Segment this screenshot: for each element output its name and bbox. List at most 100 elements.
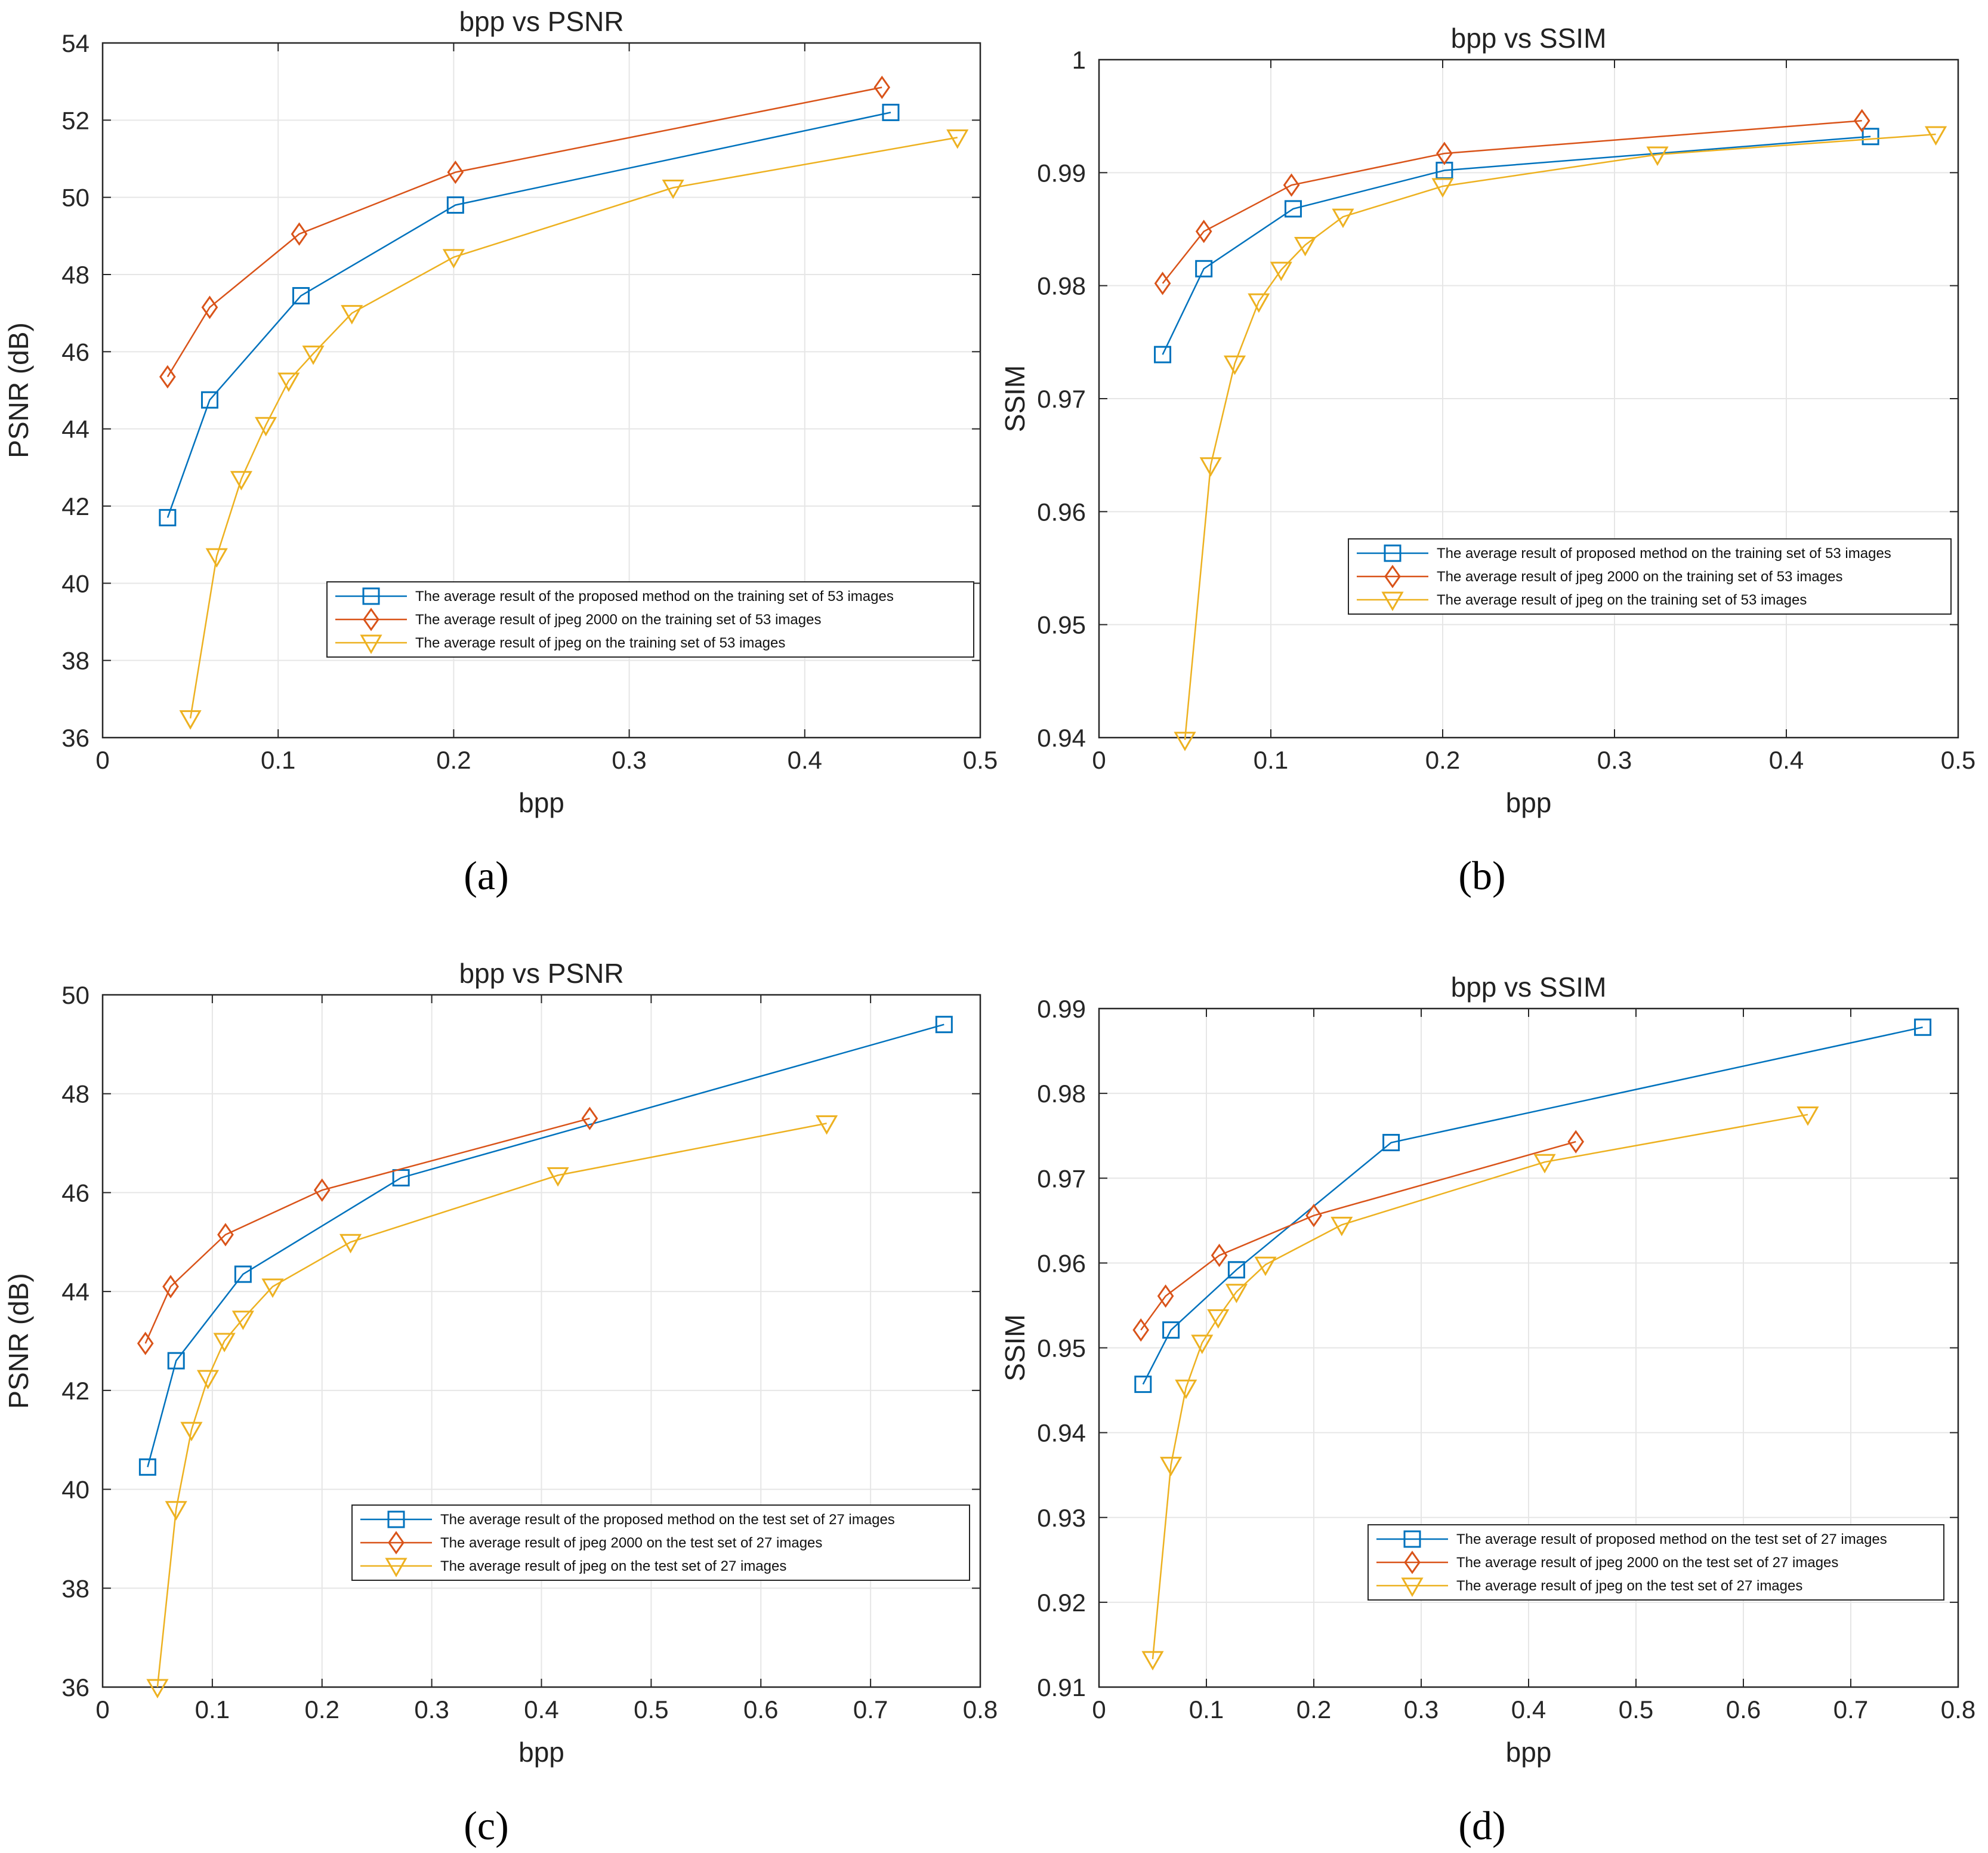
axes-box	[101, 42, 981, 739]
data-point	[815, 1115, 838, 1135]
y-tick-label: 52	[61, 106, 89, 134]
legend-swatch-marker	[1401, 1577, 1424, 1598]
y-tick-label: 38	[61, 1574, 89, 1602]
x-tick-label: 0.5	[634, 1695, 668, 1723]
series-proposed	[138, 1016, 953, 1476]
data-point	[213, 1333, 236, 1353]
series-line	[1184, 133, 1936, 740]
y-tick-label: 48	[61, 1080, 89, 1108]
data-point	[1914, 1018, 1932, 1036]
legend: The average result of proposed method on…	[1348, 538, 1952, 615]
y-tick-label: 46	[61, 338, 89, 366]
y-tick-label: 40	[61, 569, 89, 597]
legend-item: The average result of jpeg 2000 on the t…	[1357, 565, 1842, 588]
series-jpeg	[1141, 1106, 1819, 1671]
data-point	[138, 1458, 156, 1476]
x-tick-label: 0.3	[414, 1695, 449, 1723]
series-jpeg	[179, 129, 969, 730]
data-point	[1254, 1256, 1277, 1277]
series-jpeg2000	[1154, 109, 1870, 295]
series-line	[147, 1023, 944, 1467]
data-point	[1305, 1204, 1322, 1228]
data-point	[1211, 1243, 1228, 1268]
series-jpeg2000	[1132, 1130, 1585, 1342]
legend-label: The average result of proposed method on…	[1456, 1531, 1887, 1547]
legend: The average result of the proposed metho…	[351, 1504, 970, 1581]
series-proposed	[159, 103, 900, 526]
data-point	[1248, 293, 1270, 313]
data-point	[1175, 1379, 1197, 1399]
x-tick-label: 0.4	[1511, 1695, 1546, 1723]
x-tick-label: 0.4	[788, 746, 822, 774]
series-jpeg	[1174, 126, 1947, 751]
data-point	[581, 1106, 598, 1130]
legend-item: The average result of proposed method on…	[1357, 544, 1891, 562]
x-tick-label: 0.1	[195, 1695, 230, 1723]
data-point	[159, 365, 176, 389]
data-point	[1382, 1134, 1400, 1152]
data-point	[1284, 200, 1302, 218]
legend-label: The average result of jpeg on the traini…	[415, 635, 785, 651]
data-point	[392, 1169, 410, 1187]
axes-box	[101, 994, 981, 1688]
legend-swatch-marker	[1384, 565, 1401, 588]
x-axis-label: bpp	[518, 1737, 564, 1768]
series-line	[1162, 119, 1862, 284]
data-point	[1154, 272, 1171, 295]
series-line	[156, 1123, 827, 1688]
data-point	[230, 471, 253, 491]
data-point	[291, 222, 308, 246]
y-tick-label: 0.91	[1037, 1673, 1086, 1701]
data-point	[1436, 141, 1453, 165]
x-tick-label: 0.5	[1619, 1695, 1653, 1723]
data-point	[1924, 126, 1947, 146]
legend: The average result of proposed method on…	[1367, 1524, 1944, 1601]
legend-item: The average result of jpeg on the test s…	[360, 1558, 786, 1578]
data-point	[165, 1501, 187, 1521]
panel-caption: (a)	[464, 853, 508, 898]
y-axis-label: PSNR (dB)	[3, 1273, 34, 1408]
y-tick-label: 0.94	[1037, 724, 1086, 752]
data-point	[341, 305, 363, 325]
legend-swatch-marker	[363, 608, 379, 631]
data-point	[1853, 109, 1870, 132]
data-point	[179, 710, 202, 730]
data-point	[1225, 1284, 1248, 1303]
data-point	[1431, 178, 1454, 198]
data-point	[1199, 457, 1222, 477]
series-jpeg	[146, 1115, 838, 1699]
x-axis-label: bpp	[1506, 787, 1552, 818]
data-point	[234, 1265, 252, 1283]
y-tick-label: 54	[61, 29, 89, 57]
data-point	[1796, 1106, 1819, 1126]
data-point	[1331, 1216, 1353, 1237]
legend-swatch-marker	[1384, 544, 1402, 562]
y-axis-label: PSNR (dB)	[3, 322, 34, 458]
data-point	[231, 1311, 254, 1330]
data-point	[137, 1331, 154, 1355]
legend-box	[1367, 1524, 1944, 1601]
series-line	[189, 137, 958, 719]
y-tick-label: 0.98	[1037, 1080, 1086, 1108]
data-point	[1191, 1334, 1214, 1354]
y-tick-label: 40	[61, 1476, 89, 1504]
x-tick-label: 0.4	[524, 1695, 558, 1723]
chart-title: bpp vs PSNR	[459, 6, 623, 37]
axes-box	[1098, 58, 1959, 739]
legend-item: The average result of jpeg 2000 on the t…	[1376, 1550, 1838, 1574]
x-axis-label: bpp	[518, 787, 564, 818]
x-tick-label: 0.5	[963, 746, 998, 774]
x-tick-label: 0	[1092, 746, 1106, 774]
chart-title: bpp vs SSIM	[1451, 23, 1607, 54]
data-point	[1270, 261, 1292, 282]
legend-label: The average result of jpeg on the test s…	[1456, 1578, 1802, 1594]
data-point	[1160, 1457, 1183, 1476]
series-jpeg2000	[159, 75, 891, 389]
data-point	[200, 391, 218, 409]
y-tick-label: 0.98	[1037, 272, 1086, 300]
legend: The average result of the proposed metho…	[326, 581, 974, 658]
series-proposed	[1134, 1018, 1932, 1393]
data-point	[1567, 1130, 1585, 1154]
y-tick-label: 42	[61, 492, 89, 520]
